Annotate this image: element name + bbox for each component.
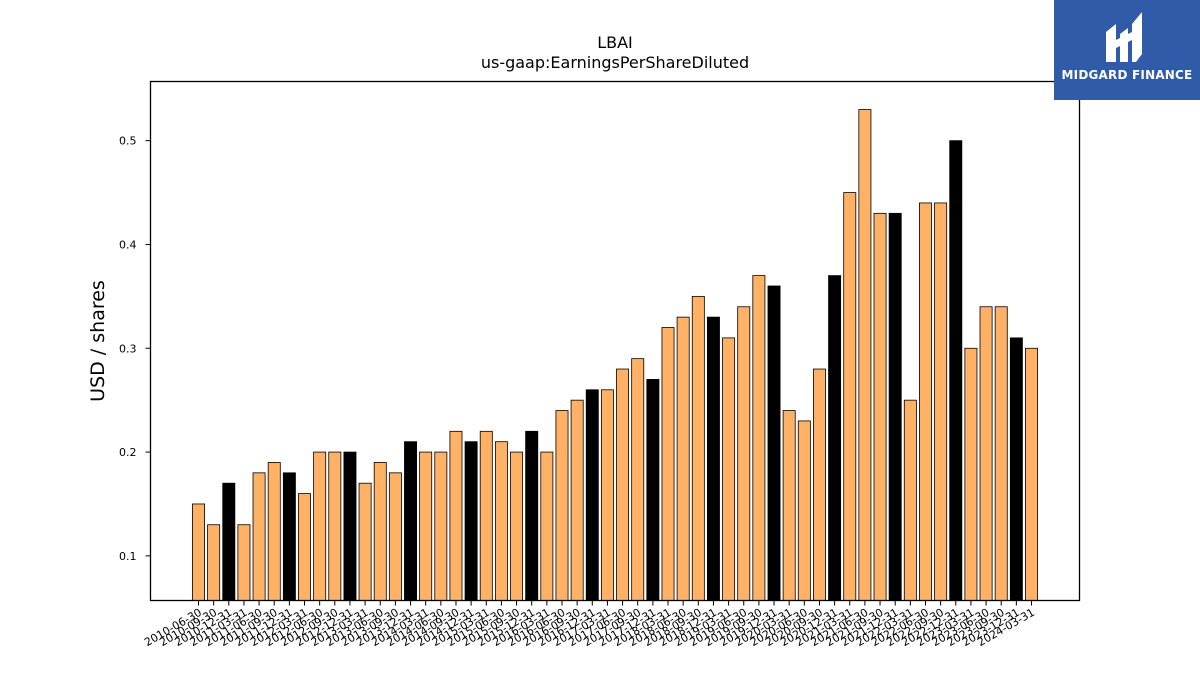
bar-2016-12-31 [585, 389, 599, 601]
bar-2021-12-31 [888, 212, 902, 601]
bar-2023-09-30 [994, 306, 1008, 601]
bar-2013-12-31 [404, 441, 418, 601]
bar-2015-12-31 [525, 430, 539, 601]
bar-2015-06-30 [494, 441, 508, 601]
bar-2020-12-31 [828, 275, 842, 601]
bar-2014-09-30 [449, 430, 463, 601]
bar-2013-03-31 [358, 482, 372, 601]
bar-2012-03-31 [298, 493, 311, 601]
bar-2016-09-30 [570, 399, 584, 601]
bar-2022-12-31 [949, 140, 963, 601]
midgard-m-icon [1106, 12, 1142, 62]
logo-text: MIDGARD FINANCE [1061, 68, 1193, 82]
y-tick-label: 0.4 [119, 238, 137, 251]
y-tick-label: 0.5 [119, 135, 137, 148]
bar-2016-06-30 [555, 410, 569, 601]
bars-group [192, 109, 1038, 601]
bar-2024-03-31 [1025, 347, 1038, 601]
bar-2021-03-31 [843, 192, 857, 601]
bar-2011-03-31 [237, 524, 251, 601]
y-tick-label: 0.2 [119, 446, 137, 459]
bar-2015-03-31 [479, 430, 493, 601]
bar-2012-06-30 [313, 451, 327, 601]
bar-2010-06-30 [192, 503, 205, 601]
bar-2023-03-31 [964, 347, 978, 601]
bar-2012-12-31 [343, 451, 357, 601]
bar-2023-06-30 [979, 306, 993, 601]
bar-2017-06-30 [616, 368, 630, 601]
plot-frame [149, 80, 1081, 602]
bar-2019-03-31 [722, 337, 736, 601]
bar-2018-06-30 [676, 316, 690, 601]
bar-2010-09-30 [207, 524, 221, 601]
bar-2018-09-30 [691, 295, 705, 601]
bar-2015-09-30 [510, 451, 524, 601]
bar-2017-03-31 [600, 389, 614, 601]
bar-2017-12-31 [646, 379, 660, 601]
y-axis: 0.1 0.2 0.3 0.4 0.5 [119, 135, 151, 563]
y-axis-label: USD / shares [87, 280, 109, 402]
bar-2022-03-31 [903, 399, 917, 601]
bar-2022-06-30 [919, 202, 932, 601]
y-tick-label: 0.1 [119, 550, 137, 563]
bar-2013-06-30 [373, 462, 387, 601]
bar-2013-09-30 [388, 472, 402, 601]
bar-2014-06-30 [434, 451, 448, 601]
bar-2021-06-30 [858, 109, 872, 601]
midgard-finance-logo: MIDGARD FINANCE [1054, 0, 1200, 100]
bar-2014-12-31 [464, 441, 478, 601]
bar-2011-06-30 [252, 472, 266, 601]
bar-2019-06-30 [737, 306, 751, 601]
bar-2010-12-31 [222, 482, 236, 601]
bar-2019-12-31 [767, 285, 781, 601]
bar-2020-03-31 [782, 410, 796, 601]
bar-2011-12-31 [282, 472, 296, 601]
bar-2020-06-30 [797, 420, 811, 601]
bar-2017-09-30 [631, 358, 645, 601]
chart-subtitle: us-gaap:EarningsPerShareDiluted [481, 53, 749, 72]
bar-2018-12-31 [706, 316, 720, 601]
bar-2022-09-30 [934, 202, 948, 601]
bar-2011-09-30 [267, 462, 281, 601]
bar-2014-03-31 [419, 451, 433, 601]
bar-2023-12-31 [1009, 337, 1023, 601]
bar-2021-09-30 [873, 212, 887, 601]
x-axis: 2010-06-302010-09-302010-12-312011-03-31… [142, 600, 1037, 649]
bar-2019-09-30 [752, 275, 766, 601]
bar-2020-09-30 [813, 368, 826, 601]
bar-2012-09-30 [328, 451, 342, 601]
chart-title: LBAI [597, 33, 633, 52]
y-tick-label: 0.3 [119, 342, 137, 355]
bar-2018-03-31 [661, 327, 675, 601]
bar-2016-03-31 [540, 451, 554, 601]
